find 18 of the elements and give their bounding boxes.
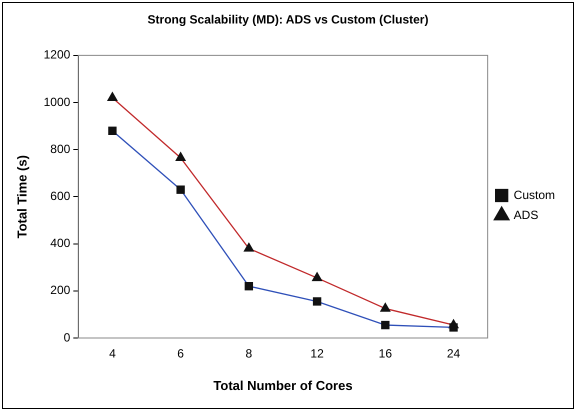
y-tick-label: 600 <box>50 189 71 204</box>
x-axis-title: Total Number of Cores <box>213 378 353 393</box>
legend-label: ADS <box>514 208 538 222</box>
y-tick-label: 800 <box>50 142 71 156</box>
x-tick-label: 24 <box>446 346 461 361</box>
y-axis-title: Total Time (s) <box>14 155 30 238</box>
x-tick-label: 8 <box>246 346 253 361</box>
y-tick-label: 0 <box>64 330 71 344</box>
x-tick-label: 12 <box>310 346 324 361</box>
chart-title: Strong Scalability (MD): ADS vs Custom (Cluster) <box>148 12 428 27</box>
y-tick-label: 200 <box>50 283 71 298</box>
legend-label: Custom <box>514 188 556 202</box>
x-tick-label: 6 <box>177 346 184 361</box>
x-tick-label: 4 <box>109 346 116 361</box>
y-tick-label: 1200 <box>44 48 71 62</box>
y-tick-label: 400 <box>50 236 71 250</box>
x-tick-label: 16 <box>378 346 392 361</box>
y-tick-label: 1000 <box>44 94 71 109</box>
